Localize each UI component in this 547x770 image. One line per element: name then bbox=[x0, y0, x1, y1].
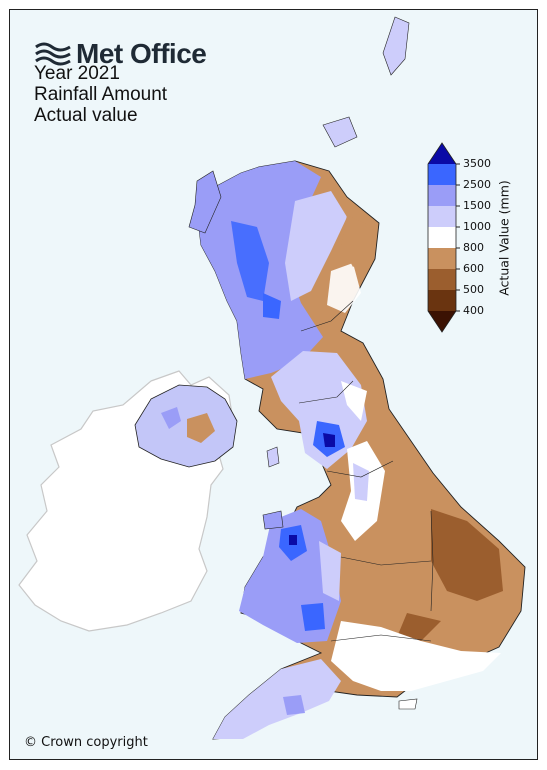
legend-swatch-1500-2500 bbox=[428, 185, 456, 206]
anglesey bbox=[262, 510, 284, 530]
shetland bbox=[382, 16, 410, 76]
legend-tick-label: 1500 bbox=[463, 199, 491, 212]
legend-colorbar bbox=[427, 142, 460, 333]
rainfall-map bbox=[18, 16, 526, 740]
isle-of-wight bbox=[398, 698, 418, 710]
legend-swatch-over-3500 bbox=[428, 143, 456, 164]
met-office-logo: Met Office bbox=[34, 38, 207, 70]
legend-tick-label: 500 bbox=[463, 283, 484, 296]
title-year: Year 2021 bbox=[34, 63, 120, 84]
legend-tick-label: 400 bbox=[463, 304, 484, 317]
legend-axis-label: Actual Value (mm) bbox=[496, 180, 512, 296]
map-frame: Met Office Year 2021 Rainfall Amount Act… bbox=[9, 9, 538, 760]
legend-swatch-2500-3500 bbox=[428, 164, 456, 185]
legend-swatch-400-500 bbox=[428, 290, 456, 311]
legend-swatch-800-1000 bbox=[428, 227, 456, 248]
legend-swatch-500-600 bbox=[428, 269, 456, 290]
met-office-wave-icon bbox=[35, 42, 71, 66]
outer-hebrides bbox=[188, 170, 222, 234]
legend-tick-label: 800 bbox=[463, 241, 484, 254]
title-measure: Actual value bbox=[34, 105, 138, 126]
legend-tick-label: 1000 bbox=[463, 220, 491, 233]
legend-tick-label: 3500 bbox=[463, 157, 491, 170]
logo-text: Met Office bbox=[76, 38, 207, 69]
orkney bbox=[322, 116, 358, 148]
copyright-notice: © Crown copyright bbox=[24, 735, 148, 750]
legend-tick-label: 2500 bbox=[463, 178, 491, 191]
legend-tick-label: 600 bbox=[463, 262, 484, 275]
northern-ireland-landmass bbox=[134, 384, 238, 468]
isle-of-man bbox=[266, 446, 280, 468]
title-variable: Rainfall Amount bbox=[34, 84, 168, 105]
legend-swatch-1000-1500 bbox=[428, 206, 456, 227]
legend-swatch-600-800 bbox=[428, 248, 456, 269]
legend-swatch-under-400 bbox=[428, 311, 456, 332]
